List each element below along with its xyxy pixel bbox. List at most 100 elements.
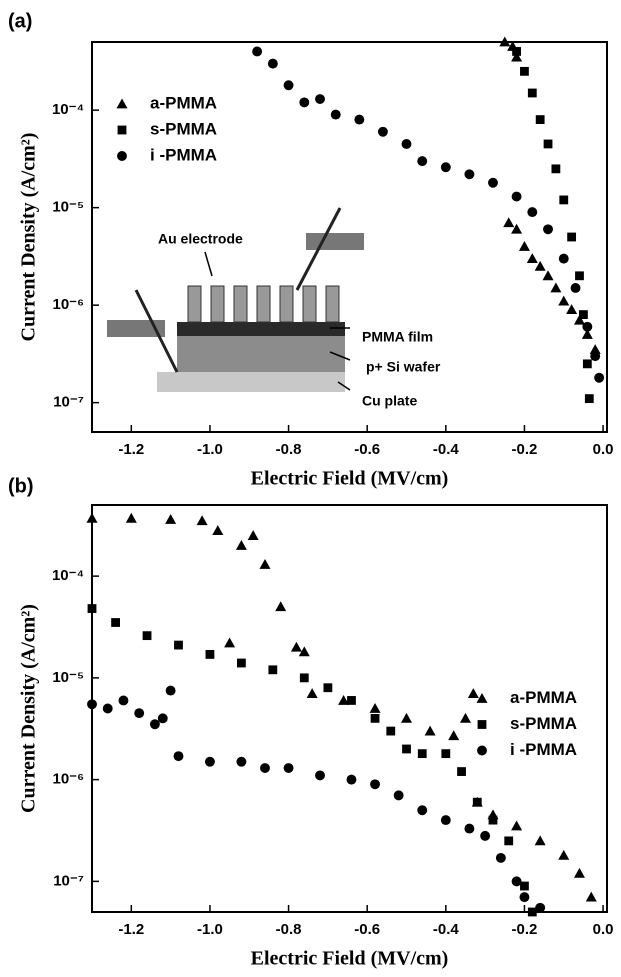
plot-frame <box>91 41 608 433</box>
marker-square <box>111 618 120 627</box>
marker-triangle <box>534 260 546 271</box>
marker-circle <box>283 763 294 773</box>
marker-circle <box>370 779 381 790</box>
marker-triangle <box>526 253 538 264</box>
marker-triangle <box>306 688 318 699</box>
marker-circle <box>236 756 247 767</box>
marker-square <box>417 749 427 759</box>
marker-circle <box>570 283 581 293</box>
x-tick-label: -0.2 <box>512 921 538 938</box>
marker-triangle <box>550 282 562 293</box>
x-tick-label: 0.0 <box>593 921 614 938</box>
annotation: p+ Si wafer <box>366 359 441 375</box>
marker-square <box>527 907 537 917</box>
plot-frame <box>91 504 608 913</box>
marker-square <box>551 164 561 174</box>
marker-triangle <box>165 514 177 524</box>
probe-wire <box>295 207 342 291</box>
marker-circle <box>346 774 357 785</box>
marker-triangle <box>448 730 460 741</box>
x-tick-label: -0.8 <box>276 921 302 938</box>
marker-triangle <box>298 646 310 657</box>
marker-triangle <box>573 867 585 878</box>
marker-circle <box>354 114 365 125</box>
marker-triangle <box>196 515 208 526</box>
marker-circle <box>102 703 113 714</box>
marker-triangle <box>290 641 302 652</box>
probe-wire <box>134 289 179 373</box>
y-tick-label: 10⁻⁷ <box>53 394 84 411</box>
y-tick-label: 10⁻⁶ <box>52 771 84 788</box>
marker-circle <box>582 321 593 332</box>
marker-circle <box>495 852 506 863</box>
marker-triangle <box>247 530 259 541</box>
marker-square <box>236 658 246 668</box>
probe-left <box>107 320 165 337</box>
marker-square <box>441 749 451 759</box>
marker-circle <box>315 94 325 104</box>
marker-circle <box>527 207 538 218</box>
marker-circle <box>464 823 475 834</box>
marker-square <box>142 631 152 641</box>
marker-circle <box>283 80 294 91</box>
y-tick-label: 10⁻⁵ <box>52 199 84 216</box>
marker-triangle <box>585 891 597 902</box>
marker-square <box>543 139 553 149</box>
marker-square <box>205 650 215 659</box>
x-tick-label: -0.6 <box>354 441 380 458</box>
marker-circle <box>260 763 270 773</box>
marker-triangle <box>573 314 585 325</box>
marker-circle <box>417 156 428 167</box>
marker-circle <box>173 751 184 762</box>
y-tick-label: 10⁻⁶ <box>52 296 84 313</box>
x-tick-label: -0.6 <box>354 921 380 938</box>
x-tick-label: -0.4 <box>433 921 460 938</box>
marker-square <box>527 88 537 98</box>
marker-square <box>402 744 411 754</box>
marker-triangle <box>401 712 413 723</box>
x-tick-label: -0.2 <box>512 441 538 458</box>
marker-triangle <box>369 703 381 713</box>
marker-circle <box>594 372 605 383</box>
marker-circle <box>558 253 569 264</box>
marker-circle <box>252 46 263 57</box>
marker-square <box>457 767 466 776</box>
marker-circle <box>118 695 129 706</box>
marker-circle <box>543 224 553 235</box>
marker-circle <box>299 97 310 108</box>
marker-circle <box>401 139 412 149</box>
marker-circle <box>204 756 215 767</box>
probe-right <box>306 233 364 250</box>
x-tick-label: -1.2 <box>118 921 144 938</box>
si-wafer <box>177 335 345 372</box>
legend-label: s-PMMA <box>510 714 577 733</box>
marker-circle <box>315 770 325 781</box>
legend-label: i -PMMA <box>150 145 217 164</box>
marker-square <box>299 673 309 683</box>
y-tick-label: 10⁻⁴ <box>52 101 84 118</box>
x-tick-label: -1.0 <box>197 441 223 458</box>
x-tick-label: -1.2 <box>118 441 144 458</box>
legend-label: a-PMMA <box>150 93 217 112</box>
marker-square <box>535 115 545 124</box>
marker-square <box>477 720 487 729</box>
legend-label: s-PMMA <box>150 119 217 138</box>
marker-circle <box>417 805 428 816</box>
x-tick-label: -1.0 <box>197 921 223 938</box>
x-axis-label: Electric Field (MV/cm) <box>251 948 449 970</box>
panel-label: (a) <box>8 10 32 32</box>
marker-square <box>488 815 498 825</box>
marker-circle <box>488 177 498 188</box>
marker-square <box>386 726 396 736</box>
x-axis-label: Electric Field (MV/cm) <box>251 468 449 490</box>
marker-square <box>87 604 97 613</box>
marker-circle <box>440 162 451 173</box>
annotation: Au electrode <box>158 231 243 247</box>
marker-triangle <box>518 240 530 251</box>
marker-triangle <box>424 725 436 736</box>
cu-plate <box>157 372 345 392</box>
x-tick-label: -0.8 <box>276 441 302 458</box>
marker-triangle <box>86 512 98 523</box>
marker-triangle <box>212 525 224 536</box>
